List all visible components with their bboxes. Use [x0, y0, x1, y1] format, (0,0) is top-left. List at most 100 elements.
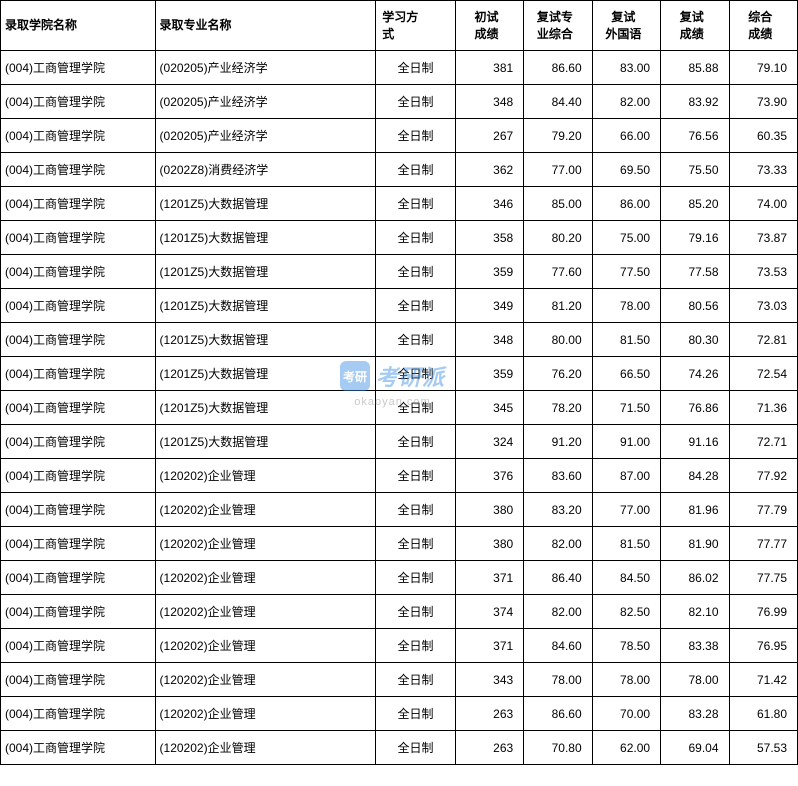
cell-foreign: 82.00 — [592, 85, 660, 119]
cell-major: (120202)企业管理 — [155, 697, 376, 731]
cell-major: (0202Z8)消费经济学 — [155, 153, 376, 187]
cell-foreign: 78.00 — [592, 289, 660, 323]
cell-prof: 78.00 — [524, 663, 592, 697]
cell-mode: 全日制 — [376, 561, 455, 595]
cell-retest: 81.90 — [661, 527, 729, 561]
cell-prof: 79.20 — [524, 119, 592, 153]
cell-foreign: 91.00 — [592, 425, 660, 459]
cell-major: (1201Z5)大数据管理 — [155, 255, 376, 289]
cell-total: 72.54 — [729, 357, 797, 391]
cell-retest: 76.86 — [661, 391, 729, 425]
table-row: (004)工商管理学院(120202)企业管理全日制37482.0082.508… — [1, 595, 798, 629]
cell-prof: 85.00 — [524, 187, 592, 221]
table-row: (004)工商管理学院(120202)企业管理全日制26386.6070.008… — [1, 697, 798, 731]
cell-prelim: 343 — [455, 663, 523, 697]
cell-prof: 78.20 — [524, 391, 592, 425]
header-foreign: 复试外国语 — [592, 1, 660, 51]
cell-prelim: 263 — [455, 697, 523, 731]
cell-retest: 83.28 — [661, 697, 729, 731]
cell-total: 77.79 — [729, 493, 797, 527]
cell-retest: 83.92 — [661, 85, 729, 119]
cell-major: (1201Z5)大数据管理 — [155, 425, 376, 459]
table-row: (004)工商管理学院(1201Z5)大数据管理全日制34981.2078.00… — [1, 289, 798, 323]
cell-total: 73.33 — [729, 153, 797, 187]
cell-major: (120202)企业管理 — [155, 595, 376, 629]
cell-mode: 全日制 — [376, 85, 455, 119]
cell-retest: 76.56 — [661, 119, 729, 153]
cell-prof: 77.00 — [524, 153, 592, 187]
cell-retest: 83.38 — [661, 629, 729, 663]
cell-prelim: 362 — [455, 153, 523, 187]
cell-mode: 全日制 — [376, 493, 455, 527]
header-mode: 学习方式 — [376, 1, 455, 51]
cell-school: (004)工商管理学院 — [1, 459, 156, 493]
cell-retest: 69.04 — [661, 731, 729, 765]
cell-prelim: 348 — [455, 323, 523, 357]
cell-prelim: 381 — [455, 51, 523, 85]
cell-mode: 全日制 — [376, 731, 455, 765]
cell-major: (020205)产业经济学 — [155, 119, 376, 153]
cell-prof: 83.20 — [524, 493, 592, 527]
cell-mode: 全日制 — [376, 289, 455, 323]
cell-mode: 全日制 — [376, 595, 455, 629]
cell-retest: 85.88 — [661, 51, 729, 85]
cell-foreign: 78.50 — [592, 629, 660, 663]
cell-mode: 全日制 — [376, 187, 455, 221]
cell-retest: 86.02 — [661, 561, 729, 595]
cell-total: 73.53 — [729, 255, 797, 289]
cell-prof: 82.00 — [524, 595, 592, 629]
cell-school: (004)工商管理学院 — [1, 119, 156, 153]
cell-total: 77.75 — [729, 561, 797, 595]
cell-total: 77.92 — [729, 459, 797, 493]
cell-mode: 全日制 — [376, 51, 455, 85]
cell-prof: 81.20 — [524, 289, 592, 323]
header-prof: 复试专业综合 — [524, 1, 592, 51]
cell-mode: 全日制 — [376, 663, 455, 697]
cell-foreign: 82.50 — [592, 595, 660, 629]
cell-foreign: 86.00 — [592, 187, 660, 221]
table-row: (004)工商管理学院(120202)企业管理全日制34378.0078.007… — [1, 663, 798, 697]
cell-foreign: 78.00 — [592, 663, 660, 697]
cell-total: 73.90 — [729, 85, 797, 119]
cell-mode: 全日制 — [376, 391, 455, 425]
cell-retest: 75.50 — [661, 153, 729, 187]
cell-school: (004)工商管理学院 — [1, 391, 156, 425]
cell-retest: 80.56 — [661, 289, 729, 323]
cell-foreign: 81.50 — [592, 527, 660, 561]
cell-prelim: 371 — [455, 561, 523, 595]
cell-school: (004)工商管理学院 — [1, 323, 156, 357]
cell-mode: 全日制 — [376, 221, 455, 255]
table-row: (004)工商管理学院(120202)企业管理全日制38082.0081.508… — [1, 527, 798, 561]
table-row: (004)工商管理学院(0202Z8)消费经济学全日制36277.0069.50… — [1, 153, 798, 187]
cell-mode: 全日制 — [376, 527, 455, 561]
cell-mode: 全日制 — [376, 153, 455, 187]
cell-foreign: 62.00 — [592, 731, 660, 765]
cell-foreign: 83.00 — [592, 51, 660, 85]
cell-foreign: 75.00 — [592, 221, 660, 255]
cell-school: (004)工商管理学院 — [1, 697, 156, 731]
cell-mode: 全日制 — [376, 697, 455, 731]
cell-major: (1201Z5)大数据管理 — [155, 289, 376, 323]
cell-retest: 81.96 — [661, 493, 729, 527]
table-row: (004)工商管理学院(120202)企业管理全日制37683.6087.008… — [1, 459, 798, 493]
cell-prelim: 263 — [455, 731, 523, 765]
cell-school: (004)工商管理学院 — [1, 731, 156, 765]
cell-prof: 86.60 — [524, 51, 592, 85]
cell-prof: 86.40 — [524, 561, 592, 595]
cell-prelim: 346 — [455, 187, 523, 221]
table-row: (004)工商管理学院(1201Z5)大数据管理全日制32491.2091.00… — [1, 425, 798, 459]
cell-prelim: 345 — [455, 391, 523, 425]
table-row: (004)工商管理学院(120202)企业管理全日制26370.8062.006… — [1, 731, 798, 765]
header-retest: 复试成绩 — [661, 1, 729, 51]
cell-total: 73.03 — [729, 289, 797, 323]
table-body: (004)工商管理学院(020205)产业经济学全日制38186.6083.00… — [1, 51, 798, 765]
cell-retest: 84.28 — [661, 459, 729, 493]
cell-total: 74.00 — [729, 187, 797, 221]
cell-prof: 82.00 — [524, 527, 592, 561]
header-school: 录取学院名称 — [1, 1, 156, 51]
cell-foreign: 66.50 — [592, 357, 660, 391]
cell-prelim: 349 — [455, 289, 523, 323]
cell-foreign: 70.00 — [592, 697, 660, 731]
table-row: (004)工商管理学院(120202)企业管理全日制38083.2077.008… — [1, 493, 798, 527]
header-prelim: 初试成绩 — [455, 1, 523, 51]
